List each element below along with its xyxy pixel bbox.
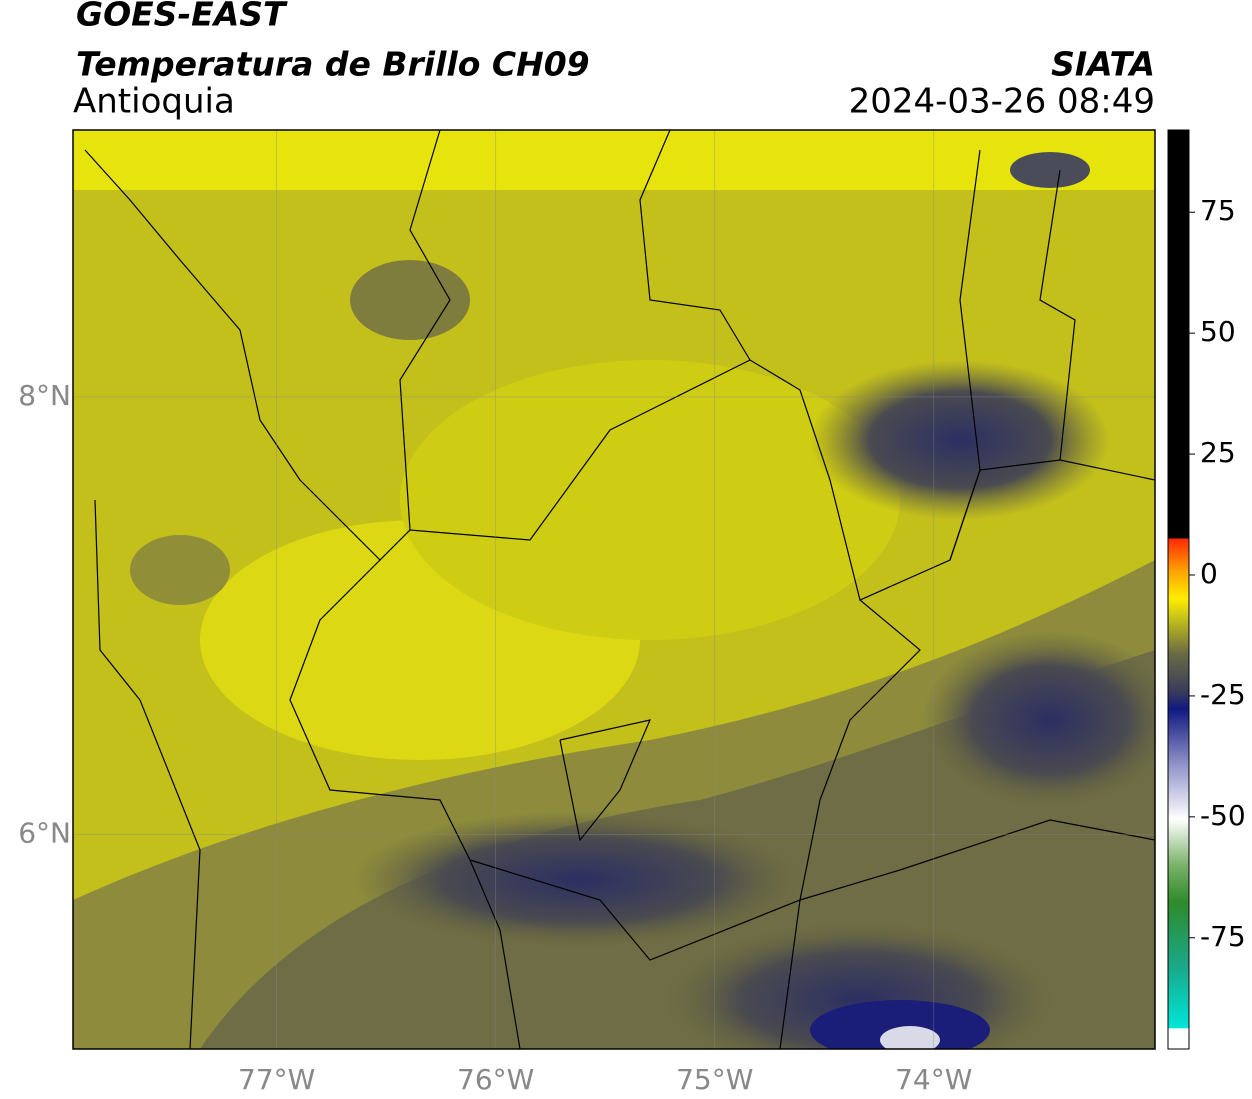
timestamp: 2024-03-26 08:49 — [849, 82, 1155, 122]
lon-tick-label: 77°W — [238, 1063, 315, 1096]
graticule — [73, 130, 1155, 1049]
lon-tick-label: 74°W — [895, 1063, 972, 1096]
region: Antioquia — [73, 82, 235, 122]
map-frame — [72, 129, 1156, 1050]
title: GOES-EAST — [76, 0, 288, 34]
lat-tick-label: 6°N — [18, 817, 71, 850]
colorbar-tick-label: -25 — [1200, 678, 1246, 711]
lon-tick-label: 75°W — [676, 1063, 753, 1096]
colorbar-tick-label: 50 — [1200, 315, 1236, 348]
map-image — [73, 130, 1155, 1049]
colorbar-tick-label: -75 — [1200, 920, 1246, 953]
subtitle: Temperatura de Brillo CH09 — [76, 45, 590, 84]
colorbar-tick-label: -50 — [1200, 799, 1246, 832]
colorbar-tick-label: 75 — [1200, 194, 1236, 227]
lat-tick-label: 8°N — [18, 379, 71, 412]
colorbar — [1167, 129, 1190, 1050]
colorbar-tick-label: 0 — [1200, 557, 1218, 590]
agency: SIATA — [1051, 45, 1155, 84]
colorbar-tick-label: 25 — [1200, 436, 1236, 469]
lon-tick-label: 76°W — [457, 1063, 534, 1096]
